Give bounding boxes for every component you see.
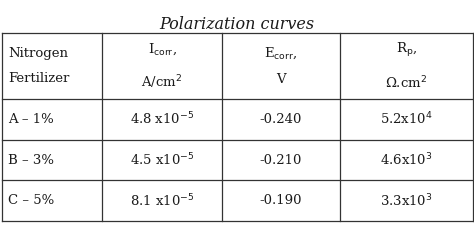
Text: 5.2x10$^4$: 5.2x10$^4$ [380, 111, 433, 128]
Text: 4.5 x10$^{-5}$: 4.5 x10$^{-5}$ [130, 152, 194, 168]
Text: E$_\mathrm{corr}$,
V: E$_\mathrm{corr}$, V [264, 46, 298, 86]
Text: 3.3x10$^3$: 3.3x10$^3$ [380, 192, 433, 209]
Text: 8.1 x10$^{-5}$: 8.1 x10$^{-5}$ [130, 192, 194, 209]
Text: I$_\mathrm{corr}$,
A/cm$^2$: I$_\mathrm{corr}$, A/cm$^2$ [141, 41, 182, 91]
Text: -0.240: -0.240 [260, 113, 302, 126]
Text: Nitrogen
Fertilizer: Nitrogen Fertilizer [8, 47, 69, 85]
Text: 4.8 x10$^{-5}$: 4.8 x10$^{-5}$ [130, 111, 194, 128]
Text: C – 5%: C – 5% [8, 194, 54, 207]
Text: -0.210: -0.210 [260, 153, 302, 166]
Text: R$_\mathrm{p}$,
Ω.cm$^2$: R$_\mathrm{p}$, Ω.cm$^2$ [385, 41, 428, 91]
Text: Polarization curves: Polarization curves [159, 16, 315, 33]
Text: A – 1%: A – 1% [8, 113, 54, 126]
Text: 4.6x10$^3$: 4.6x10$^3$ [380, 152, 433, 168]
Text: -0.190: -0.190 [260, 194, 302, 207]
Text: B – 3%: B – 3% [8, 153, 54, 166]
